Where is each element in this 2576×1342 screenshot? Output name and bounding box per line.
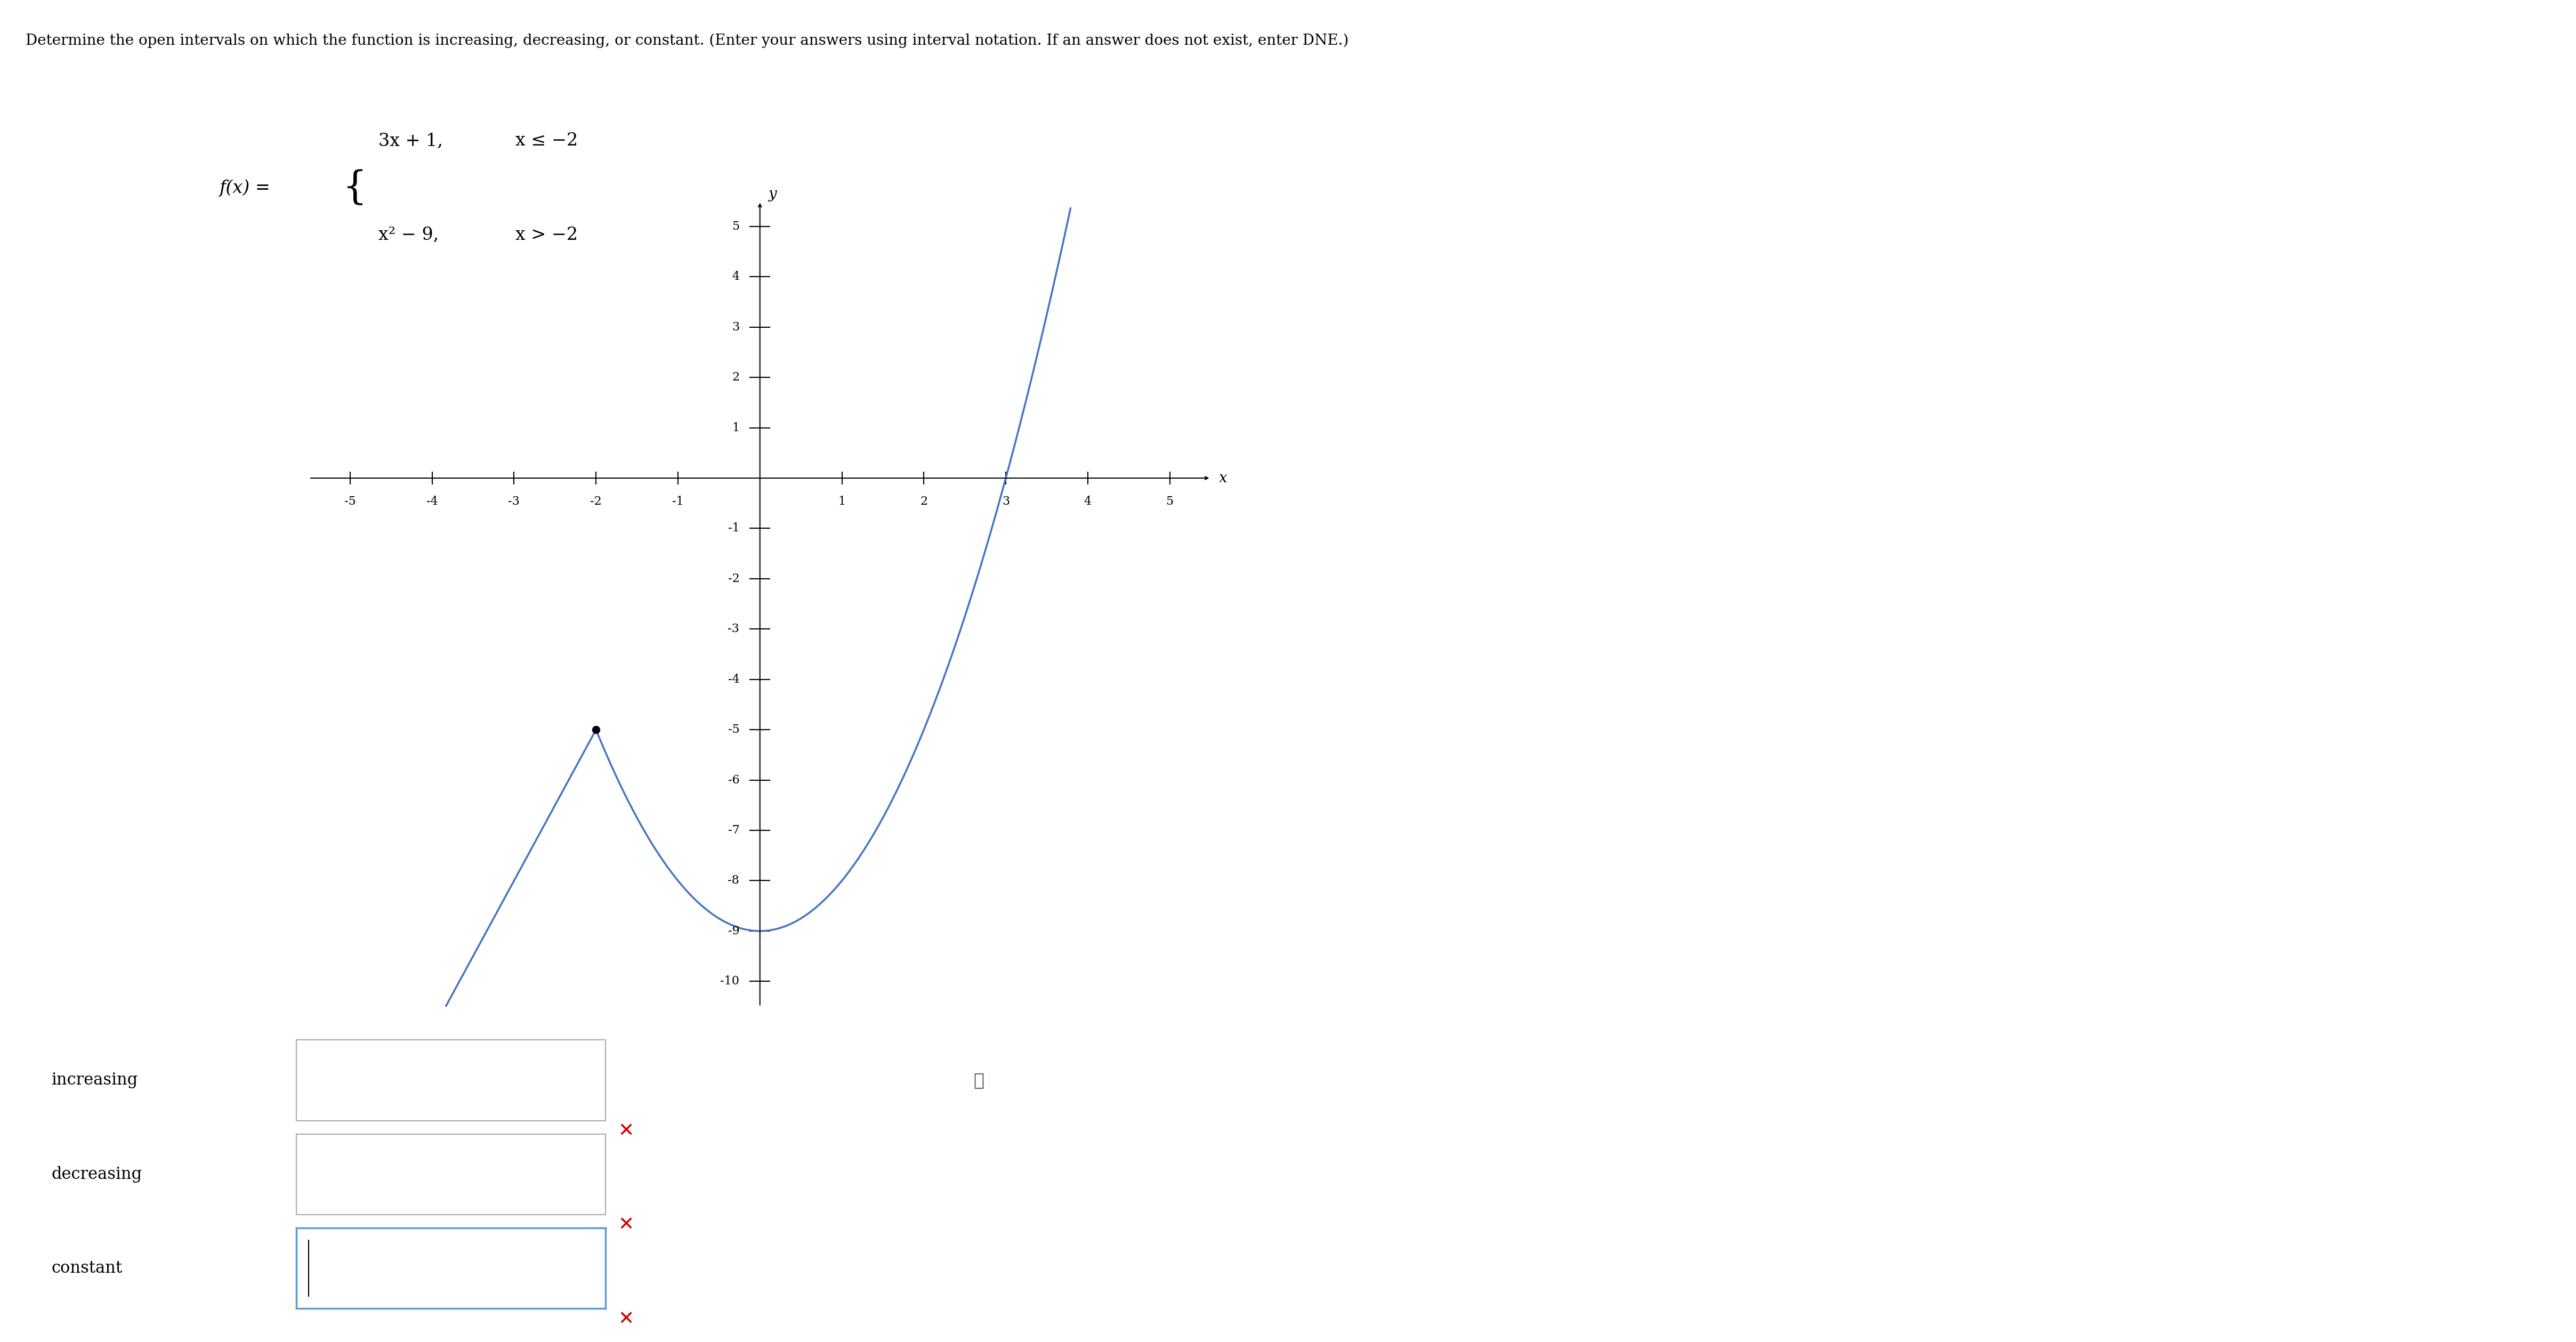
Text: -4: -4 [425, 495, 438, 507]
Text: 1: 1 [732, 421, 739, 433]
Text: -3: -3 [507, 495, 520, 507]
Text: ✕: ✕ [618, 1122, 634, 1141]
Text: increasing: increasing [52, 1072, 139, 1088]
Text: -2: -2 [729, 573, 739, 585]
Text: y: y [768, 187, 775, 201]
Text: ✕: ✕ [618, 1216, 634, 1235]
Text: 3: 3 [1002, 495, 1010, 507]
Text: decreasing: decreasing [52, 1166, 142, 1182]
Text: 1: 1 [837, 495, 845, 507]
Text: -6: -6 [729, 774, 739, 786]
Text: Determine the open intervals on which the function is increasing, decreasing, or: Determine the open intervals on which th… [26, 34, 1350, 48]
Text: x² − 9,: x² − 9, [379, 227, 438, 243]
Text: 4: 4 [1084, 495, 1092, 507]
Text: 2: 2 [920, 495, 927, 507]
Text: -5: -5 [729, 723, 739, 735]
Text: -9: -9 [729, 925, 739, 937]
Text: constant: constant [52, 1260, 124, 1276]
Text: 3: 3 [732, 321, 739, 333]
Text: 5: 5 [732, 220, 739, 232]
Text: ✕: ✕ [618, 1310, 634, 1329]
Text: -7: -7 [729, 824, 739, 836]
Text: ⓘ: ⓘ [974, 1071, 984, 1090]
Text: x: x [1218, 471, 1226, 486]
Text: -8: -8 [729, 875, 739, 887]
Text: -2: -2 [590, 495, 603, 507]
Text: x ≤ −2: x ≤ −2 [515, 133, 577, 149]
Text: -4: -4 [729, 674, 739, 686]
Text: {: { [343, 169, 368, 207]
Text: 3x + 1,: 3x + 1, [379, 133, 443, 149]
Text: f(x) =: f(x) = [219, 180, 270, 196]
Text: 4: 4 [732, 271, 739, 283]
Text: -1: -1 [729, 522, 739, 534]
Text: x > −2: x > −2 [515, 227, 577, 243]
Text: -5: -5 [345, 495, 355, 507]
Text: -3: -3 [729, 623, 739, 635]
Text: 2: 2 [732, 372, 739, 384]
Text: -1: -1 [672, 495, 683, 507]
Text: -10: -10 [721, 976, 739, 988]
Text: 5: 5 [1167, 495, 1175, 507]
